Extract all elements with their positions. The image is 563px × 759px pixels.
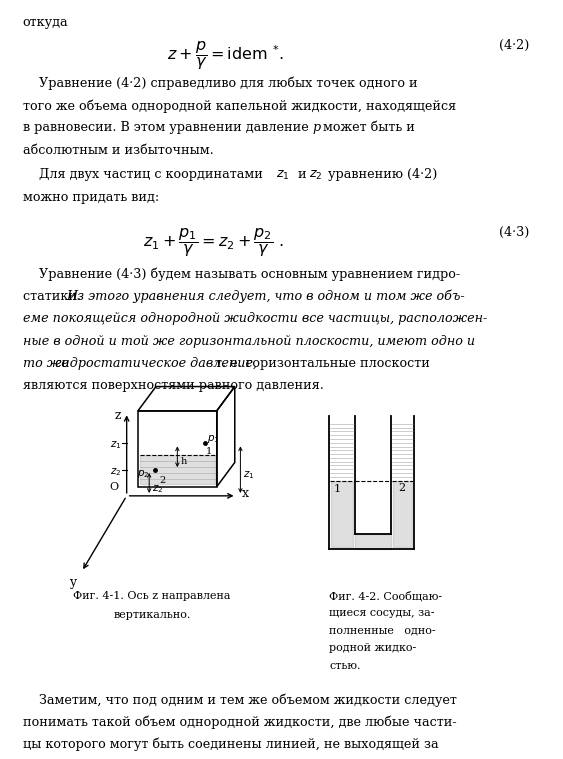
Text: Уравнение (4·3) будем называть основным уравнением гидро-: Уравнение (4·3) будем называть основным …	[23, 267, 459, 281]
Text: p: p	[312, 121, 320, 134]
Text: $z_1$: $z_1$	[243, 470, 254, 481]
Text: $z + \dfrac{p}{\gamma} = \mathrm{idem}\ ^{*}.$: $z + \dfrac{p}{\gamma} = \mathrm{idem}\ …	[167, 39, 284, 71]
Text: еме покоящейся однородной жидкости все частицы, расположен-: еме покоящейся однородной жидкости все ч…	[23, 312, 487, 326]
Text: полненные   одно-: полненные одно-	[329, 625, 436, 635]
Text: $z_1$: $z_1$	[110, 439, 121, 452]
Text: являются поверхностями равного давления.: являются поверхностями равного давления.	[23, 380, 323, 392]
Text: Из этого уравнения следует, что в одном и том же объ-: Из этого уравнения следует, что в одном …	[66, 290, 464, 304]
Text: $p_1$: $p_1$	[207, 433, 220, 445]
Text: $z_2$: $z_2$	[110, 466, 121, 478]
Text: 2: 2	[398, 483, 405, 493]
Text: ные в одной и той же горизонтальной плоскости, имеют одно и: ные в одной и той же горизонтальной плос…	[23, 335, 475, 348]
Text: то же: то же	[23, 357, 72, 370]
Text: y: y	[69, 575, 76, 588]
Text: $p_2$: $p_2$	[137, 468, 150, 480]
Text: уравнению (4·2): уравнению (4·2)	[324, 168, 437, 181]
Text: того же объема однородной капельной жидкости, находящейся: того же объема однородной капельной жидк…	[23, 99, 455, 112]
Text: Для двух частиц с координатами: Для двух частиц с координатами	[23, 168, 266, 181]
Text: (4·3): (4·3)	[499, 225, 529, 239]
Text: 1: 1	[334, 484, 341, 494]
Text: Фиг. 4-1. Ось z направлена: Фиг. 4-1. Ось z направлена	[73, 591, 231, 600]
Text: Уравнение (4·2) справедливо для любых точек одного и: Уравнение (4·2) справедливо для любых то…	[23, 77, 417, 90]
Text: 2: 2	[159, 476, 166, 485]
Text: абсолютным и избыточным.: абсолютным и избыточным.	[23, 144, 213, 157]
Text: O: O	[109, 482, 118, 492]
Text: $z_2$: $z_2$	[152, 483, 163, 495]
Text: статики.: статики.	[23, 290, 84, 303]
Text: z: z	[114, 408, 121, 421]
Text: 1: 1	[206, 447, 212, 456]
Text: x: x	[242, 487, 249, 500]
Text: понимать такой объем однородной жидкости, две любые части-: понимать такой объем однородной жидкости…	[23, 716, 456, 729]
Text: $z_1$: $z_1$	[276, 168, 289, 181]
Text: родной жидко-: родной жидко-	[329, 643, 417, 653]
Text: и: и	[294, 168, 311, 181]
Text: гидростатическое давление,: гидростатическое давление,	[55, 357, 257, 370]
Text: h: h	[180, 457, 186, 466]
Text: Заметим, что под одним и тем же объемом жидкости следует: Заметим, что под одним и тем же объемом …	[23, 693, 457, 707]
Text: стью.: стью.	[329, 660, 361, 670]
Text: т. е. горизонтальные плоскости: т. е. горизонтальные плоскости	[211, 357, 430, 370]
Text: $z_2$: $z_2$	[309, 168, 323, 181]
Text: (4·2): (4·2)	[499, 39, 529, 52]
Text: $z_1 + \dfrac{p_1}{\gamma} = z_2 + \dfrac{p_2}{\gamma}\ .$: $z_1 + \dfrac{p_1}{\gamma} = z_2 + \dfra…	[144, 225, 284, 259]
Text: щиеся сосуды, за-: щиеся сосуды, за-	[329, 608, 435, 618]
Text: цы которого могут быть соединены линией, не выходящей за: цы которого могут быть соединены линией,…	[23, 738, 438, 751]
Text: в равновесии. В этом уравнении давление: в равновесии. В этом уравнении давление	[23, 121, 312, 134]
Text: может быть и: может быть и	[319, 121, 415, 134]
Text: Фиг. 4-2. Сообщаю-: Фиг. 4-2. Сообщаю-	[329, 591, 443, 601]
Text: откуда: откуда	[23, 16, 68, 29]
Text: вертикально.: вертикально.	[113, 609, 191, 619]
Text: можно придать вид:: можно придать вид:	[23, 191, 159, 204]
